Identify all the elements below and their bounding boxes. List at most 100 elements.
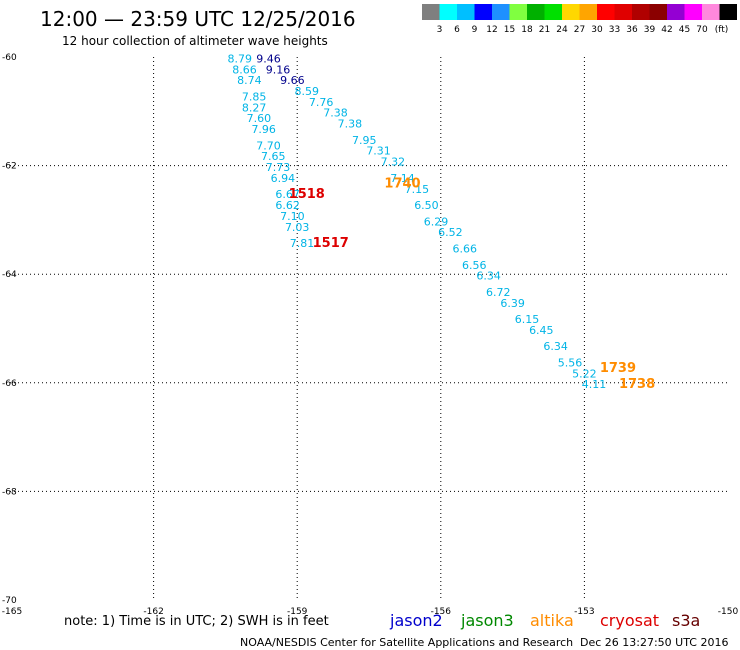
x-tick-label: -153 [574, 607, 594, 617]
axis-ticks: -165 -162 -159 -156 -153 -150 -60 -62 -64 -66 -68 -… [2, 53, 739, 617]
wave-height-point: 7.76 [309, 96, 334, 109]
chart-title: 12:00 — 23:59 UTC 12/25/2016 [40, 7, 356, 31]
scale-label: 36 [626, 25, 638, 35]
wave-height-point: 9.66 [280, 74, 305, 87]
wave-height-point: 6.66 [452, 242, 477, 255]
wave-height-point: 5.22 [572, 367, 597, 380]
scale-swatch [614, 4, 632, 20]
wave-height-point: 7.96 [251, 123, 276, 136]
wave-height-point: 7.14 [390, 172, 415, 185]
x-tick-label: -150 [718, 607, 739, 617]
wave-height-point: 6.94 [271, 172, 296, 185]
time-annotation: 1517 [313, 236, 349, 251]
scale-label: 21 [539, 25, 550, 35]
scale-label: 27 [574, 25, 585, 35]
scale-swatch [457, 4, 475, 20]
footer-timestamp: Dec 26 13:27:50 UTC 2016 [580, 636, 728, 649]
grid [10, 57, 728, 600]
scale-swatch [562, 4, 580, 20]
scale-swatch [422, 4, 440, 20]
color-scale: 3 6 9 12 15 18 21 24 27 30 33 36 39 42 45 70 (ft) [422, 4, 737, 35]
scale-label: 15 [504, 25, 515, 35]
wave-height-point: 7.15 [405, 183, 430, 196]
scale-label: 39 [644, 25, 656, 35]
x-tick-label: -159 [287, 607, 308, 617]
scale-label: 70 [696, 25, 708, 35]
wave-height-point: 8.59 [295, 85, 320, 98]
wave-height-point: 6.15 [515, 313, 540, 326]
wave-height-point: 7.85 [242, 90, 267, 103]
x-tick-label: -156 [431, 607, 452, 617]
scale-swatch [509, 4, 527, 20]
wave-height-point: 8.79 [228, 52, 253, 65]
wave-height-point: 4.11 [582, 378, 607, 391]
time-annotation: 1740 [384, 176, 420, 191]
wave-height-point: 7.31 [366, 145, 391, 158]
wave-height-point: 6.45 [529, 324, 554, 337]
scale-swatch [439, 4, 457, 20]
scale-swatch [684, 4, 702, 20]
wave-height-point: 6.52 [438, 226, 463, 239]
wave-height-point: 8.74 [237, 74, 262, 87]
footer-note: note: 1) Time is in UTC; 2) SWH is in fe… [64, 614, 329, 629]
wave-height-point: 6.67 [275, 188, 300, 201]
wave-height-point: 6.29 [424, 215, 449, 228]
wave-height-point: 7.95 [352, 134, 377, 147]
y-tick-label: -70 [2, 596, 17, 606]
x-tick-label: -165 [2, 607, 22, 617]
wave-height-point: 6.62 [275, 199, 300, 212]
wave-height-point: 7.32 [381, 156, 406, 169]
legend-s3a: s3a [672, 611, 700, 630]
y-tick-label: -60 [2, 53, 17, 63]
time-annotation: 1518 [289, 187, 325, 202]
y-tick-label: -64 [2, 270, 17, 280]
wave-height-point: 7.73 [266, 161, 291, 174]
chart-subtitle: 12 hour collection of altimeter wave hei… [62, 34, 328, 48]
wave-height-point: 6.34 [543, 340, 568, 353]
scale-swatch [649, 4, 667, 20]
legend-jason2: jason2 [389, 611, 443, 630]
scale-label: 24 [556, 25, 568, 35]
legend-jason3: jason3 [460, 611, 514, 630]
y-tick-label: -66 [2, 379, 17, 389]
wave-height-point: 7.60 [247, 112, 272, 125]
wave-height-point: 7.70 [256, 139, 281, 152]
scale-swatch [474, 4, 492, 20]
scale-swatch [702, 4, 720, 20]
scale-label: 18 [521, 25, 533, 35]
wave-height-point: 6.50 [414, 199, 439, 212]
scale-swatch [632, 4, 650, 20]
scale-label: 6 [454, 25, 460, 35]
scale-label: 42 [661, 25, 672, 35]
scale-swatch [544, 4, 562, 20]
wave-height-point: 6.72 [486, 286, 511, 299]
scale-swatch [579, 4, 597, 20]
wave-height-point: 9.46 [256, 52, 281, 65]
scale-swatch [719, 4, 737, 20]
wave-height-point: 6.34 [476, 270, 501, 283]
scale-unit: (ft) [715, 25, 729, 35]
y-tick-label: -68 [2, 487, 17, 497]
wave-height-point: 7.38 [323, 107, 348, 120]
wave-height-point: 7.81 [290, 237, 315, 250]
data-points: 9.469.169.66 8.798.668.74 7.858.277.607.96… [228, 52, 607, 391]
scale-swatch [597, 4, 615, 20]
wave-height-point: 6.39 [500, 297, 525, 310]
scale-swatch [492, 4, 510, 20]
wave-height-point: 8.27 [242, 101, 267, 114]
wave-height-point: 7.10 [280, 210, 305, 223]
time-annotation: 1739 [600, 361, 636, 376]
legend-altika: altika [530, 611, 574, 630]
scale-label: 45 [679, 25, 690, 35]
time-annotation: 1738 [619, 377, 655, 392]
wave-height-point: 5.56 [558, 357, 583, 370]
scale-label: 12 [486, 25, 497, 35]
scale-label: 9 [472, 25, 478, 35]
wave-height-point: 6.56 [462, 259, 487, 272]
wave-height-point: 8.66 [232, 63, 257, 76]
x-tick-label: -162 [143, 607, 163, 617]
scale-swatch [527, 4, 545, 20]
wave-height-point: 7.38 [338, 118, 363, 131]
